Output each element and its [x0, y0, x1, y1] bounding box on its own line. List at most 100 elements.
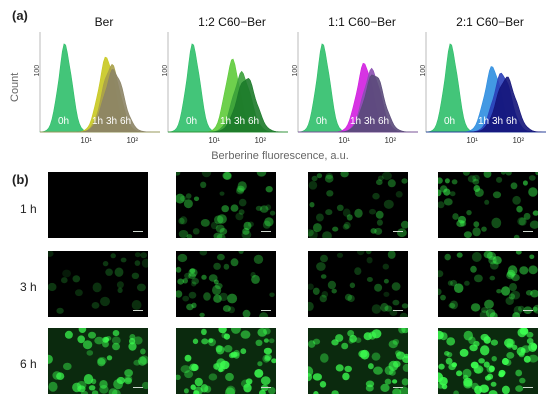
- cell: [189, 363, 198, 372]
- cell: [94, 336, 104, 345]
- cell: [389, 309, 398, 316]
- cell: [481, 307, 489, 313]
- chart-title-1: 1:2 C60−Ber: [198, 15, 266, 29]
- cell: [452, 213, 459, 220]
- cell: [515, 251, 522, 255]
- cell: [371, 352, 381, 361]
- cell: [462, 368, 472, 378]
- cell: [308, 340, 316, 348]
- cell: [489, 261, 499, 270]
- cell: [529, 254, 535, 260]
- cell: [342, 223, 350, 230]
- cell: [179, 216, 188, 225]
- cell: [399, 386, 408, 394]
- cell: [111, 389, 121, 394]
- cell: [102, 261, 109, 267]
- micrograph-0-3: [438, 172, 538, 238]
- cell: [510, 290, 521, 300]
- x-tick-label-1-0: 10¹: [208, 136, 220, 145]
- panel-b-label: (b): [12, 172, 29, 187]
- cell: [516, 205, 523, 213]
- cell: [449, 300, 458, 310]
- cell: [365, 384, 374, 392]
- cell: [227, 293, 238, 304]
- cell: [454, 283, 464, 293]
- cell: [388, 340, 398, 349]
- panel-a-label: (a): [12, 8, 28, 23]
- cell: [518, 305, 525, 312]
- x-axis-label: Berberine fluorescence, a.u.: [211, 150, 349, 162]
- cell: [91, 378, 97, 385]
- cell: [517, 217, 526, 226]
- cell: [213, 262, 221, 270]
- cell: [243, 221, 252, 231]
- cell: [262, 220, 271, 229]
- cell: [185, 193, 192, 199]
- cell: [400, 220, 408, 229]
- cell: [80, 390, 89, 394]
- time-annotation-2-2: 3h: [364, 116, 375, 127]
- micrograph-cells: [48, 251, 148, 314]
- cell: [236, 185, 245, 193]
- micrograph-2-0: [48, 328, 148, 394]
- cell: [473, 221, 480, 228]
- cell: [401, 178, 408, 184]
- cell: [392, 379, 398, 384]
- cell: [348, 338, 354, 344]
- micrograph-0-2: [308, 172, 408, 238]
- cell: [220, 360, 230, 370]
- cell: [108, 388, 118, 394]
- cell: [110, 253, 116, 259]
- micrograph-1-3: [438, 251, 538, 317]
- cell: [438, 288, 442, 295]
- cell: [535, 172, 538, 176]
- cell: [371, 329, 382, 339]
- cell: [389, 369, 396, 376]
- cell: [176, 266, 182, 273]
- cell: [269, 292, 275, 298]
- cell: [134, 252, 141, 258]
- cell: [62, 269, 71, 278]
- cell: [488, 390, 498, 394]
- micrograph-cells: [176, 328, 276, 394]
- cell: [141, 258, 148, 268]
- cell: [238, 198, 247, 207]
- cell: [492, 191, 502, 199]
- y-tick-label-3: 100: [420, 65, 427, 77]
- cell: [140, 348, 146, 355]
- cell: [370, 228, 377, 234]
- cell: [230, 258, 239, 267]
- cell: [392, 299, 400, 306]
- cell: [201, 328, 207, 336]
- cell: [483, 361, 490, 368]
- cell: [188, 291, 197, 299]
- cell: [260, 376, 271, 385]
- cell: [255, 339, 263, 346]
- time-annotation-1-0: 0h: [186, 116, 197, 127]
- cell: [103, 337, 109, 342]
- cell: [208, 274, 218, 282]
- cell: [508, 293, 515, 300]
- cell: [486, 251, 496, 260]
- cell: [222, 305, 231, 312]
- cell: [61, 277, 68, 284]
- cell: [479, 310, 490, 317]
- cell: [456, 252, 463, 258]
- cell: [463, 377, 473, 387]
- cell: [470, 265, 477, 273]
- cell: [513, 234, 520, 238]
- cell: [218, 328, 227, 334]
- cell: [238, 209, 245, 215]
- cell: [259, 389, 266, 394]
- cell: [97, 358, 106, 367]
- cell: [387, 251, 396, 259]
- cell: [188, 268, 198, 277]
- cell: [225, 387, 235, 394]
- x-tick-label-3-1: 10²: [512, 136, 524, 145]
- cell: [189, 268, 196, 274]
- cell: [176, 172, 181, 176]
- cell: [192, 338, 199, 345]
- cell: [141, 381, 148, 390]
- cell: [533, 304, 538, 314]
- cell: [438, 201, 445, 209]
